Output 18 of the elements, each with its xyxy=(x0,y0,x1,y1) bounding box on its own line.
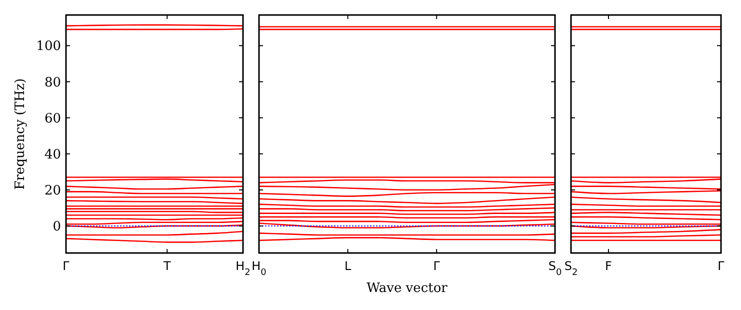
y-tick-label: 0 xyxy=(52,220,61,235)
y-axis-title: Frequency (THz) xyxy=(13,78,28,190)
x-tick-label: T xyxy=(162,259,172,273)
x-tick-label: F xyxy=(605,259,612,273)
x-tick-label: Γ xyxy=(62,259,70,273)
y-tick-label: 20 xyxy=(44,183,61,198)
x-tick-label: S$_{0}$ xyxy=(548,259,562,278)
x-tick-label: L xyxy=(344,259,352,273)
x-tick-label: S$_{2}$ xyxy=(564,259,578,278)
x-axis-title: Wave vector xyxy=(366,281,448,296)
y-tick-label: 40 xyxy=(44,147,61,162)
x-tick-label: H$_{0}$ xyxy=(252,259,267,278)
x-tick-label: Γ xyxy=(433,259,440,273)
y-tick-label: 100 xyxy=(36,39,61,54)
x-tick-label: Γ xyxy=(718,259,725,273)
x-tick-label: H$_{2}$ xyxy=(236,259,250,278)
y-tick-label: 60 xyxy=(44,111,61,126)
y-tick-label: 80 xyxy=(44,75,61,90)
